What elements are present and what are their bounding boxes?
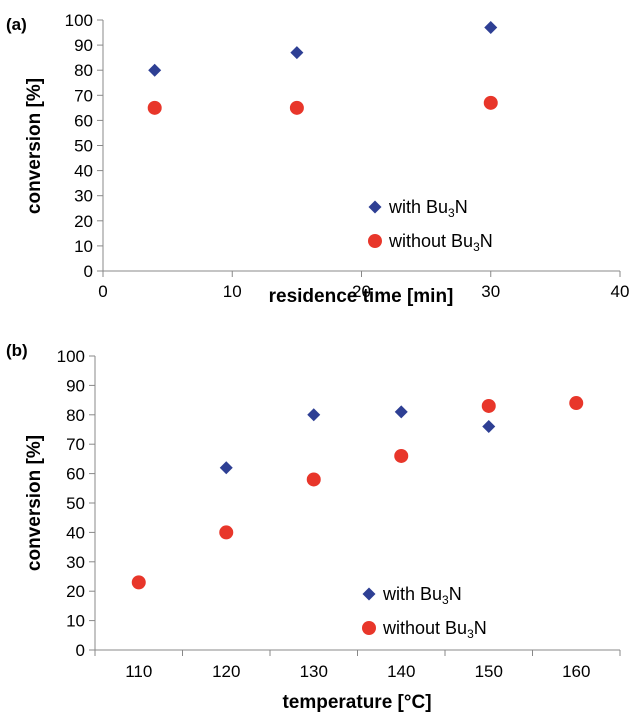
data-point-circle (481, 398, 496, 413)
y-tick-label: 30 (66, 553, 85, 572)
series-with-bu3n (219, 405, 496, 475)
y-tick-label: 10 (66, 612, 85, 631)
x-tick-label: 40 (611, 282, 630, 301)
y-tick-label: 50 (66, 494, 85, 513)
series-with-bu3n (148, 21, 498, 77)
legend-diamond-marker (368, 200, 382, 214)
legend-entry: with Bu3N (368, 197, 468, 220)
data-point-circle (219, 525, 234, 540)
legend-label-base: with Bu (388, 197, 448, 217)
y-tick-label: 100 (65, 11, 93, 30)
x-tick-label: 20 (352, 282, 371, 301)
data-point-circle (131, 575, 146, 590)
y-tick-label: 30 (74, 187, 93, 206)
x-tick-label: 30 (481, 282, 500, 301)
legend-entry: with Bu3N (362, 584, 462, 607)
legend-label-tail: N (474, 618, 487, 638)
y-tick-label: 20 (74, 212, 93, 231)
y-axis-title: conversion [%] (24, 78, 45, 214)
y-axis-title: conversion [%] (24, 435, 45, 571)
data-point-diamond (394, 405, 408, 419)
data-point-circle (147, 100, 162, 115)
legend-label: with Bu3N (382, 584, 462, 607)
y-tick-label: 40 (74, 162, 93, 181)
legend-entry: without Bu3N (368, 231, 493, 254)
x-axis-title: residence time [min] (269, 286, 454, 307)
legend-circle-marker (362, 621, 376, 635)
y-tick-label: 80 (74, 61, 93, 80)
legend-circle-marker (368, 234, 382, 248)
y-tick-label: 40 (66, 523, 85, 542)
legend-label-base: without Bu (388, 231, 473, 251)
legend-label-subscript: 3 (448, 206, 455, 220)
series-without-bu3n (131, 396, 584, 590)
y-tick-label: 80 (66, 406, 85, 425)
y-tick-label: 70 (66, 435, 85, 454)
legend-label-subscript: 3 (467, 627, 474, 641)
y-tick-label: 70 (74, 86, 93, 105)
x-tick-label: 150 (475, 662, 503, 681)
x-axis-title: temperature [°C] (282, 692, 431, 713)
legend-label-base: with Bu (382, 584, 442, 604)
data-point-circle (569, 396, 584, 411)
chart-panel-b: 110 120 130 140 150 160 0 10 20 30 40 50 60 70 80 90 100… (6, 341, 621, 713)
series-without-bu3n (147, 95, 498, 115)
legend-diamond-marker (362, 587, 376, 601)
legend-label-tail: N (480, 231, 493, 251)
y-tick-label: 60 (74, 111, 93, 130)
data-point-diamond (290, 46, 304, 60)
data-point-diamond (484, 21, 498, 35)
legend-entry: without Bu3N (362, 618, 487, 641)
x-tick-label: 160 (562, 662, 590, 681)
x-tick-label: 0 (98, 282, 107, 301)
data-point-diamond (307, 408, 321, 422)
x-tick-label: 110 (125, 662, 152, 681)
y-tick-label: 90 (74, 36, 93, 55)
x-tick-label: 140 (387, 662, 415, 681)
y-tick-label: 10 (74, 237, 93, 256)
y-tick-label: 60 (66, 465, 85, 484)
legend-label: with Bu3N (388, 197, 468, 220)
y-tick-label: 0 (76, 641, 85, 660)
legend-label-subscript: 3 (473, 240, 480, 254)
panel-label: (b) (6, 341, 28, 360)
data-point-diamond (219, 461, 233, 475)
data-point-circle (306, 472, 321, 487)
y-tick-label: 20 (66, 582, 85, 601)
data-point-circle (289, 100, 304, 115)
data-point-circle (483, 95, 498, 110)
y-tick-label: 100 (57, 347, 85, 366)
y-tick-label: 90 (66, 376, 85, 395)
x-tick-label: 10 (223, 282, 242, 301)
y-tick-label: 50 (74, 137, 93, 156)
data-point-diamond (148, 63, 162, 77)
data-point-circle (394, 448, 409, 463)
legend-label: without Bu3N (388, 231, 493, 254)
legend-label-tail: N (449, 584, 462, 604)
x-tick-label: 130 (300, 662, 328, 681)
legend-label: without Bu3N (382, 618, 487, 641)
legend-label-base: without Bu (382, 618, 467, 638)
legend-label-tail: N (455, 197, 468, 217)
data-point-diamond (482, 420, 496, 434)
y-tick-label: 0 (84, 262, 93, 281)
panel-label: (a) (6, 15, 27, 34)
x-tick-label: 120 (212, 662, 240, 681)
chart-panel-a: 0 10 20 30 40 0 10 20 30 40 50 60 70 80 90 100 (a) conver… (6, 11, 629, 307)
legend-label-subscript: 3 (442, 593, 449, 607)
